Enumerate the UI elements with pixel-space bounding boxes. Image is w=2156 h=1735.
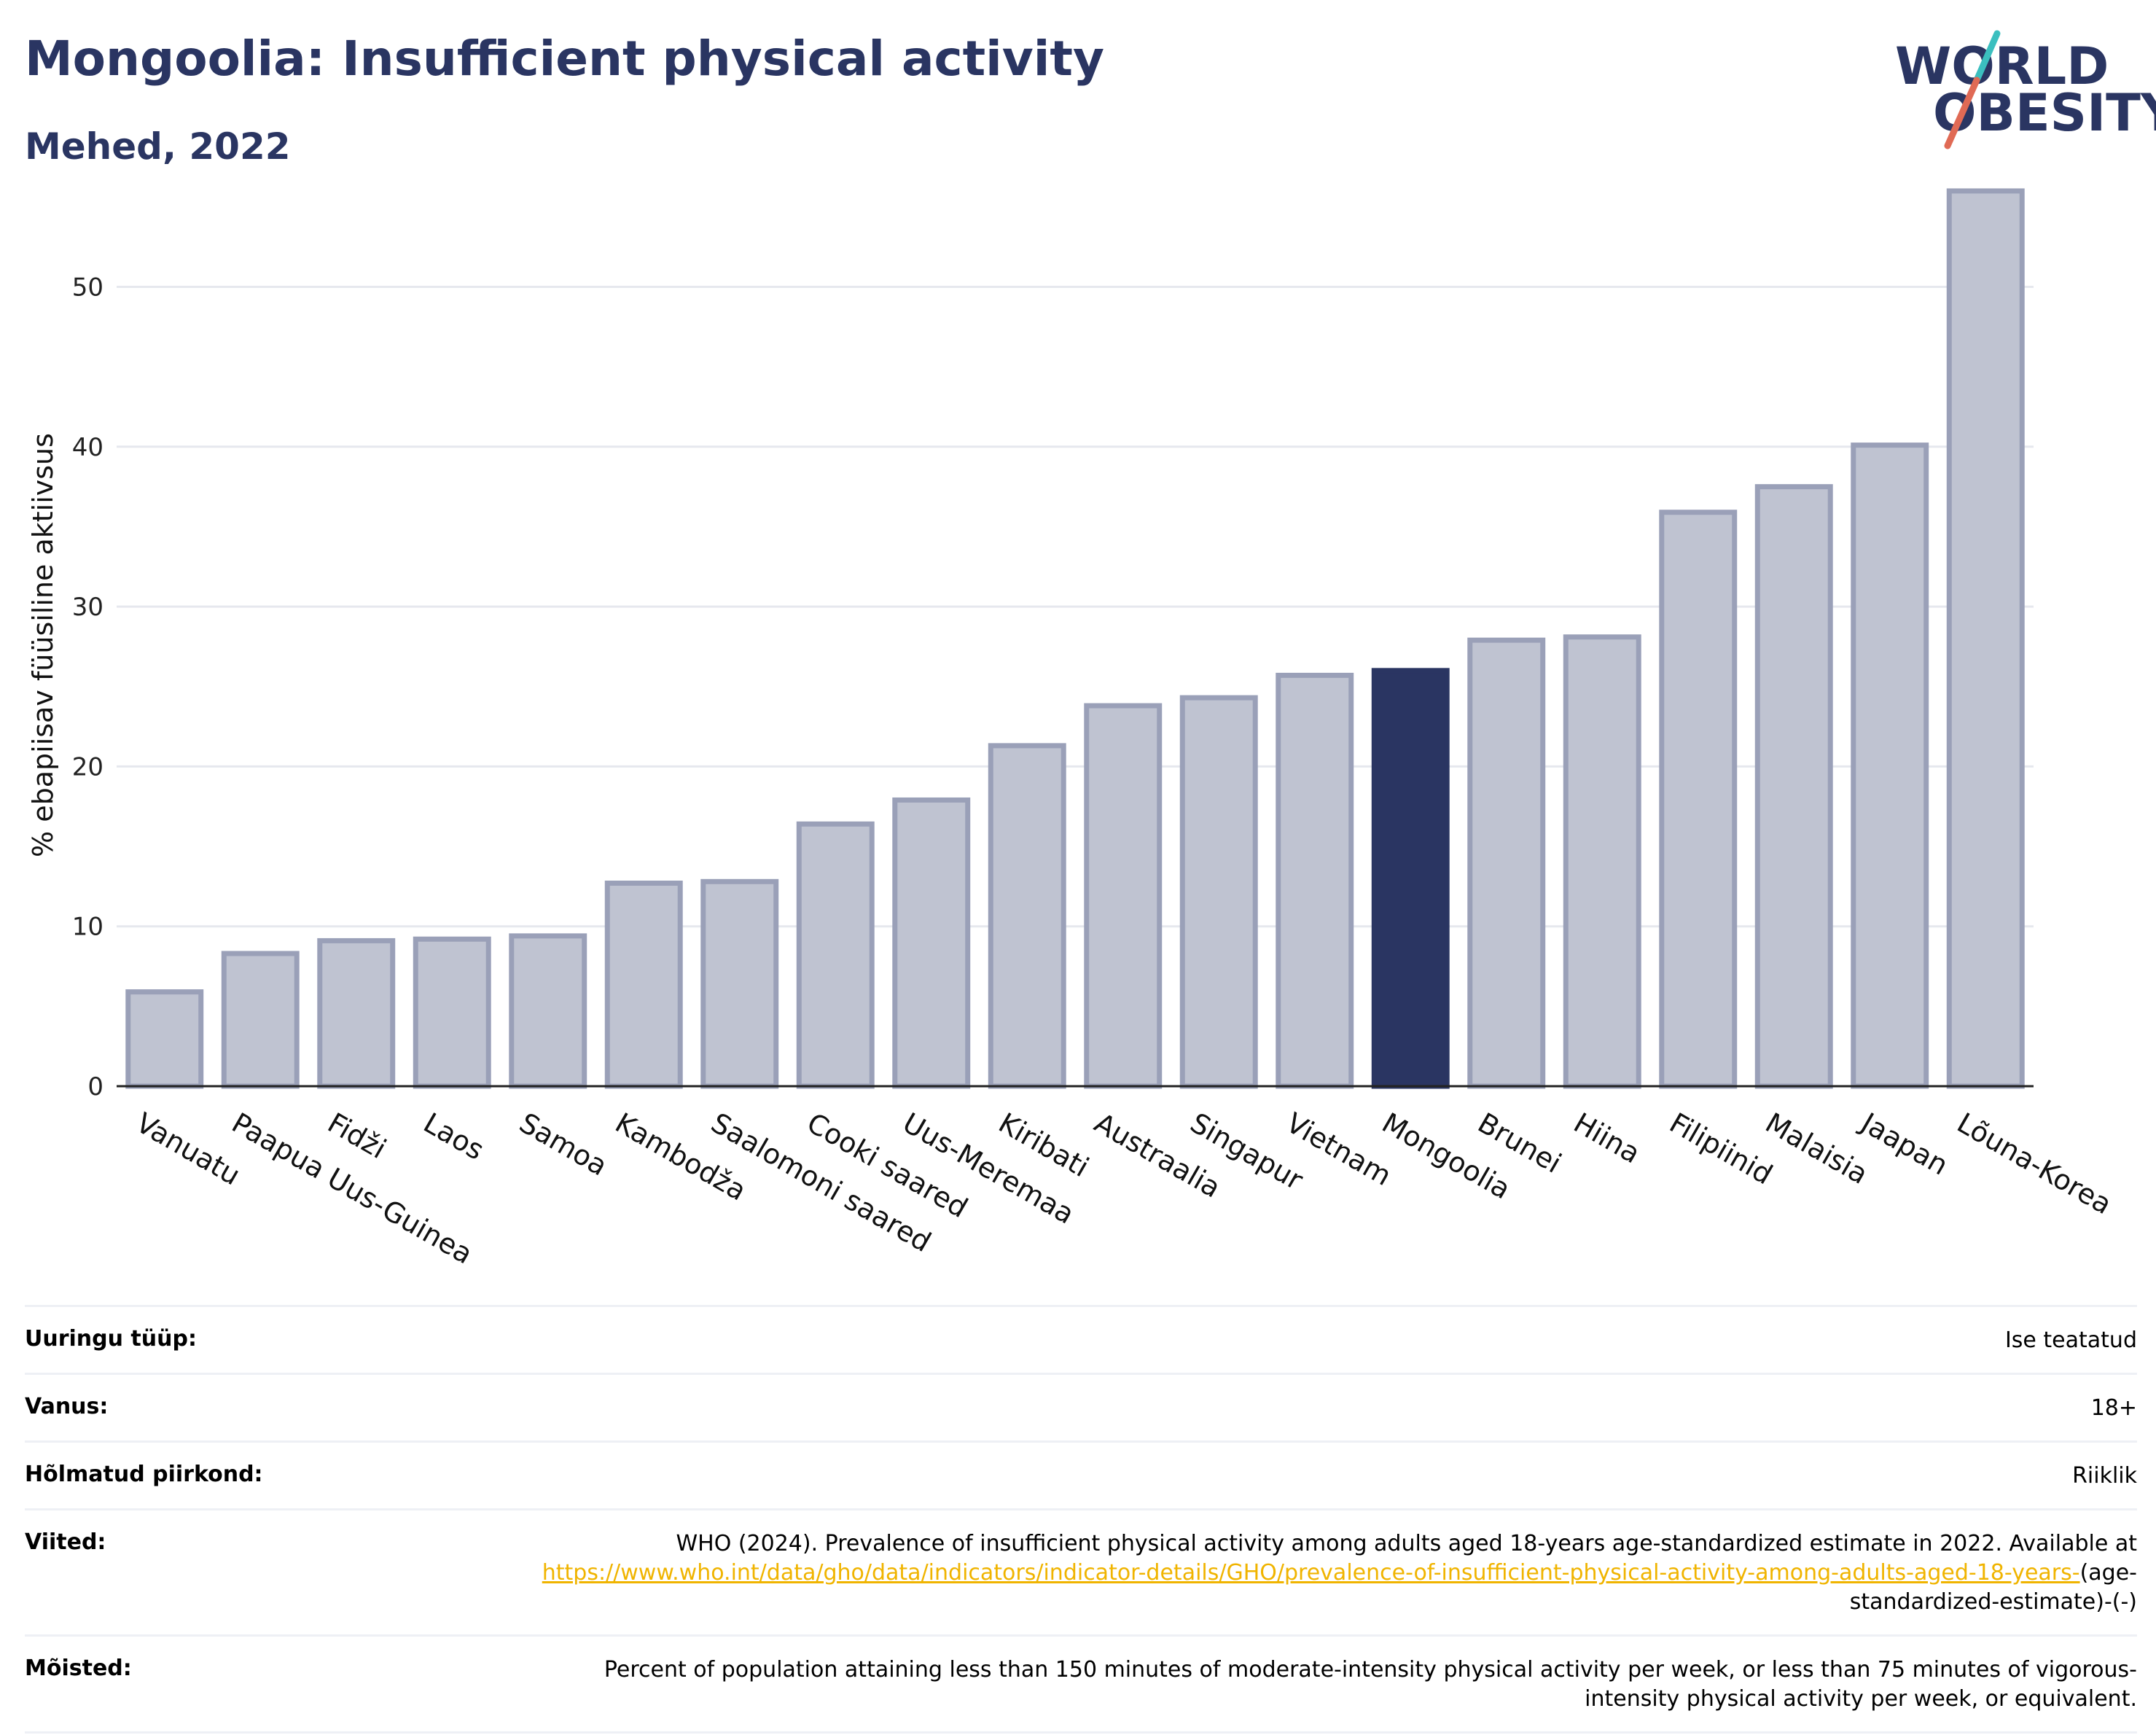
- grid-lines: [117, 286, 2034, 928]
- y-tick-label: 0: [87, 1072, 103, 1102]
- y-axis-ticks: 0 10 20 30 40 50: [72, 273, 103, 1102]
- x-tick-label: Samoa: [514, 1107, 612, 1182]
- bar: [1276, 672, 1354, 1089]
- y-tick-label: 50: [72, 273, 103, 303]
- table-row: Viited: WHO (2024). Prevalence of insuff…: [25, 1508, 2137, 1634]
- table-row: Vanus: 18+: [25, 1373, 2137, 1440]
- row-key: Uuringu tüüp:: [25, 1326, 197, 1352]
- bar: [1563, 634, 1641, 1089]
- table-row: Hõlmatud piirkond: Riiklik: [25, 1440, 2137, 1508]
- y-tick-label: 40: [72, 433, 103, 462]
- x-tick-label: Laos: [418, 1107, 490, 1166]
- row-key: Vanus:: [25, 1394, 109, 1419]
- x-tick-label: Hiina: [1569, 1107, 1646, 1170]
- row-value: Ise teatatud: [2004, 1327, 2137, 1353]
- reference-link[interactable]: https://www.who.int/data/gho/data/indica…: [542, 1560, 2080, 1586]
- bar: [604, 880, 683, 1089]
- y-tick-label: 10: [72, 913, 103, 942]
- row-key: Mõisted:: [25, 1656, 132, 1681]
- world-obesity-logo: WORLD OBESITY: [1895, 29, 2156, 160]
- y-axis-label: % ebapiisav füüsiline aktiivsus: [27, 433, 59, 857]
- bar: [892, 797, 971, 1089]
- bar: [1659, 510, 1738, 1089]
- x-tick-label: Lõuna-Korea: [1952, 1107, 2117, 1220]
- bar: [509, 933, 587, 1089]
- table-row: Mõisted: Percent of population attaining…: [25, 1634, 2137, 1734]
- bar: [317, 937, 396, 1089]
- info-table: Uuringu tüüp: Ise teatatud Vanus: 18+ Hõ…: [25, 1305, 2137, 1734]
- row-key: Viited:: [25, 1529, 106, 1555]
- x-tick-label: Fidži: [322, 1107, 391, 1165]
- y-tick-label: 20: [72, 752, 103, 781]
- table-row: Uuringu tüüp: Ise teatatud: [25, 1305, 2137, 1373]
- x-tick-label: Malaisia: [1760, 1107, 1873, 1190]
- row-value: Riiklik: [2072, 1463, 2137, 1489]
- bar: [1851, 442, 1929, 1089]
- bar: [796, 821, 875, 1089]
- bar: [413, 936, 491, 1089]
- bar: [700, 878, 779, 1089]
- reference-text: WHO (2024). Prevalence of insufficient p…: [676, 1531, 2137, 1556]
- logo-slash-icon: [1944, 30, 2001, 149]
- page-subtitle: Mehed, 2022: [25, 125, 291, 168]
- bar: [1754, 484, 1833, 1089]
- bar: [1084, 703, 1163, 1089]
- y-tick-label: 30: [72, 593, 103, 622]
- bar: [1467, 637, 1546, 1089]
- bar: [988, 743, 1066, 1089]
- reference-suffix: (age-standardized-estimate)-(-): [1849, 1560, 2137, 1615]
- bar: [221, 951, 300, 1089]
- page-title: Mongoolia: Insufficient physical activit…: [25, 31, 1105, 87]
- x-tick-label: Jaapan: [1855, 1106, 1954, 1182]
- bars: [125, 188, 2025, 1089]
- bar: [125, 989, 204, 1089]
- row-value: WHO (2024). Prevalence of insufficient p…: [519, 1529, 2137, 1617]
- bar: [1179, 695, 1258, 1089]
- bar: [1946, 188, 2025, 1089]
- bar: [1371, 668, 1450, 1089]
- x-tick-label: Filipiinid: [1664, 1107, 1778, 1190]
- logo-word-world: WORLD: [1895, 36, 2109, 96]
- row-value: 18+: [2090, 1395, 2137, 1421]
- x-tick-label: Vanuatu: [130, 1107, 246, 1191]
- row-value: Percent of population attaining less tha…: [604, 1657, 2137, 1712]
- row-key: Hõlmatud piirkond:: [25, 1462, 263, 1487]
